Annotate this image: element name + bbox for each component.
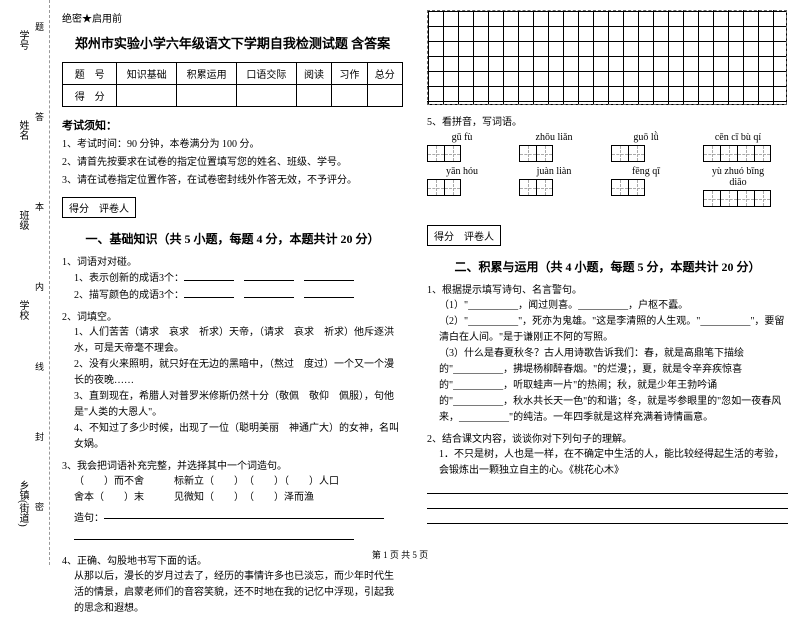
pinyin-item: yù zhuó bīng diāo: [703, 166, 773, 207]
q3-make: 造句：: [74, 506, 403, 527]
q5: 5、看拼音，写词语。: [427, 113, 788, 128]
section-1-title: 一、基础知识（共 5 小题，每题 4 分，本题共计 20 分）: [62, 230, 403, 247]
page: 学号 姓名 班级 学校 乡镇(街道) 题 答 本 内 线 封 密 绝密★启用前 …: [0, 0, 800, 565]
th-write: 习作: [332, 63, 367, 85]
notice-2: 2、请首先按要求在试卷的指定位置填写您的姓名、班级、学号。: [62, 155, 403, 170]
seal-char: 线: [35, 360, 44, 373]
pinyin-item: cēn cī bù qí: [703, 132, 773, 162]
seal-char: 密: [35, 500, 44, 513]
s2-2: （2）"__________"，死亦为鬼雄。"这是李清照的人生观。"______…: [439, 314, 788, 346]
seal-char: 封: [35, 430, 44, 443]
pinyin-text: zhōu liǎn: [536, 132, 573, 143]
score-reviewer-box-2: 得分 评卷人: [427, 225, 501, 246]
pinyin-item: fēng qī: [611, 166, 681, 207]
blank-line: [304, 270, 354, 281]
pinyin-text: juàn liàn: [537, 166, 572, 177]
confidential-label: 绝密★启用前: [62, 10, 403, 25]
th-total: 总分: [367, 63, 402, 85]
s2-1: （1）"__________，闻过则喜。__________，户枢不蠹。: [439, 298, 788, 314]
score-table: 题 号 知识基础 积累运用 口语交际 阅读 习作 总分 得 分: [62, 62, 403, 107]
q2-3: 3、直到现在，希腊人对普罗米修斯仍然十分（敬佩 敬仰 佩服），句他是"人类的大恩…: [74, 389, 403, 421]
blank-line: [184, 270, 234, 281]
answer-line: [427, 482, 788, 494]
q1-1: 1、表示创新的成语3个：: [74, 270, 403, 287]
margin-label-school: 学校: [15, 300, 30, 320]
q2: 2、词填空。: [62, 308, 403, 323]
pinyin-text: yān hóu: [446, 166, 478, 177]
q2-2: 2、没有火来照明，就只好在无边的黑暗中，（熬过 度过）一个又一个漫长的夜晚……: [74, 357, 403, 389]
margin-label-name: 姓名: [15, 120, 30, 140]
s2-q1: 1、根据提示填写诗句、名言警句。: [427, 281, 788, 296]
q2-4: 4、不知过了多少时候，出现了一位（聪明美丽 神通广大）的女神，名叫女娲。: [74, 421, 403, 453]
binding-margin: 学号 姓名 班级 学校 乡镇(街道) 题 答 本 内 线 封 密: [0, 0, 50, 565]
page-footer: 第 1 页 共 5 页: [0, 548, 800, 561]
pinyin-item: guō lǜ: [611, 132, 681, 162]
pinyin-text: cēn cī bù qí: [715, 132, 761, 143]
td-blank: [332, 85, 367, 107]
writing-grid: [427, 10, 787, 105]
q4-text: 从那以后，漫长的岁月过去了，经历的事情许多也已淡忘，而少年时代生活的情景，启蒙老…: [74, 569, 403, 617]
pinyin-row-1: gū fù zhōu liǎn guō lǜ cēn cī bù qí: [427, 132, 788, 162]
q3-make-label: 造句：: [74, 513, 104, 524]
th-oral: 口语交际: [236, 63, 296, 85]
blank-line: [304, 287, 354, 298]
seal-char: 内: [35, 280, 44, 293]
td-blank: [117, 85, 177, 107]
s2-21: 1．不只是树，人也是一样，在不确定中生活的人，能比较经得起生活的考验，会锻炼出一…: [439, 447, 788, 479]
pinyin-row-2: yān hóu juàn liàn fēng qī yù zhuó bīng d…: [427, 166, 788, 207]
margin-label-town: 乡镇(街道): [15, 480, 30, 527]
td-blank: [296, 85, 331, 107]
score-reviewer-box: 得分 评卷人: [62, 197, 136, 218]
pinyin-text: fēng qī: [632, 166, 660, 177]
notice-title: 考试须知：: [62, 117, 403, 133]
pinyin-item: yān hóu: [427, 166, 497, 207]
s2-3: （3）什么是春夏秋冬？古人用诗歌告诉我们：春，就是高鼎笔下描绘的"_______…: [439, 346, 788, 426]
margin-label-class: 班级: [15, 210, 30, 230]
seal-char: 题: [35, 20, 44, 33]
seal-char: 答: [35, 110, 44, 123]
blank-line: [244, 287, 294, 298]
blank-line: [74, 529, 354, 540]
th-accum: 积累运用: [177, 63, 237, 85]
left-column: 绝密★启用前 郑州市实验小学六年级语文下学期自我检测试题 含答案 题 号 知识基…: [50, 0, 415, 565]
s2-q2: 2、结合课文内容，谈谈你对下列句子的理解。: [427, 430, 788, 445]
notice-3: 3、请在试卷指定位置作答，在试卷密封线外作答无效，不予评分。: [62, 173, 403, 188]
td-blank: [236, 85, 296, 107]
answer-line: [427, 512, 788, 524]
td-score-label: 得 分: [63, 85, 117, 107]
exam-title: 郑州市实验小学六年级语文下学期自我检测试题 含答案: [62, 33, 403, 52]
right-column: 5、看拼音，写词语。 gū fù zhōu liǎn guō lǜ cēn cī…: [415, 0, 800, 565]
notice-1: 1、考试时间：90 分钟，本卷满分为 100 分。: [62, 137, 403, 152]
th-read: 阅读: [296, 63, 331, 85]
q3-row1: （ ）而不舍 标新立（ ） （ ）（ ）人口: [74, 474, 403, 490]
blank-line: [184, 287, 234, 298]
pinyin-text: gū fù: [452, 132, 473, 143]
td-blank: [177, 85, 237, 107]
q1-1-text: 1、表示创新的成语3个：: [74, 273, 184, 284]
pinyin-text: yù zhuó bīng diāo: [712, 166, 764, 188]
q3-row2: 舍本（ ）末 见微知（ ） （ ）泽而渔: [74, 490, 403, 506]
q1: 1、词语对对碰。: [62, 253, 403, 268]
q1-2-text: 2、描写颜色的成语3个：: [74, 290, 184, 301]
q1-2: 2、描写颜色的成语3个：: [74, 287, 403, 304]
pinyin-item: gū fù: [427, 132, 497, 162]
th-num: 题 号: [63, 63, 117, 85]
blank-line: [104, 508, 384, 519]
pinyin-item: juàn liàn: [519, 166, 589, 207]
td-blank: [367, 85, 402, 107]
answer-line: [427, 497, 788, 509]
q3: 3、我会把词语补充完整，并选择其中一个词造句。: [62, 457, 403, 472]
q2-1: 1、人们苦苦（请求 哀求 祈求）天帝，（请求 哀求 祈求）他斥逐洪水，可是天帝毫…: [74, 325, 403, 357]
margin-label-id: 学号: [15, 30, 30, 50]
th-basic: 知识基础: [117, 63, 177, 85]
blank-line: [244, 270, 294, 281]
section-2-title: 二、积累与运用（共 4 小题，每题 5 分，本题共计 20 分）: [427, 258, 788, 275]
pinyin-item: zhōu liǎn: [519, 132, 589, 162]
pinyin-text: guō lǜ: [633, 132, 658, 143]
seal-char: 本: [35, 200, 44, 213]
